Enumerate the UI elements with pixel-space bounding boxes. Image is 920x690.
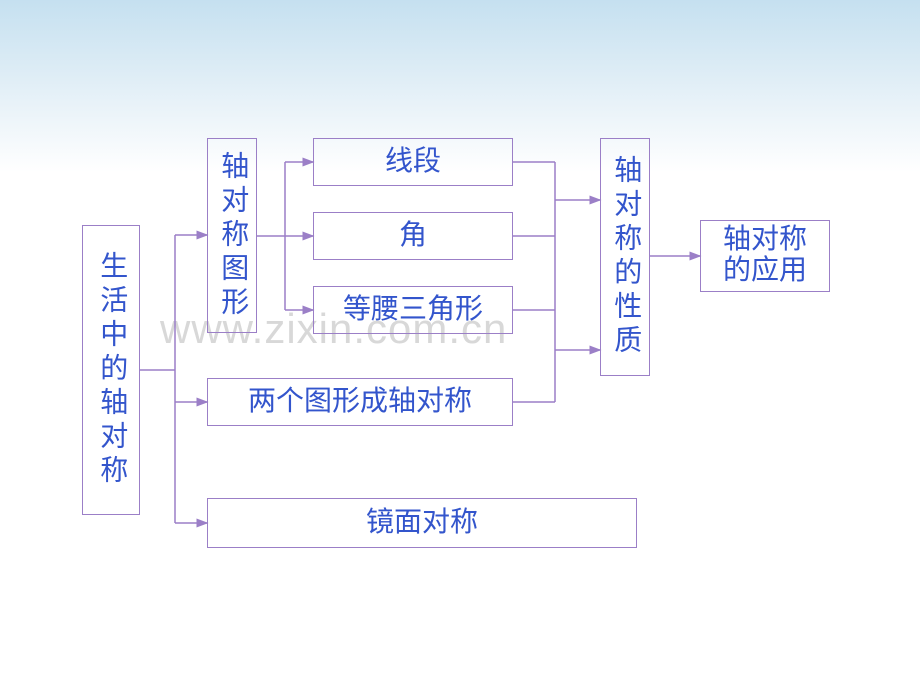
diagram-container: 生活中的轴对称 轴对称图形 线段 角 等腰三角形 两个图形成轴对称 镜面对称 轴…: [0, 0, 920, 690]
node-isosceles-label: 等腰三角形: [343, 292, 483, 328]
node-application-label: 轴对称的应用: [723, 225, 807, 287]
node-two-shapes: 两个图形成轴对称: [207, 378, 513, 426]
node-properties: 轴对称的性质: [600, 138, 650, 376]
node-shape-group-label: 轴对称图形: [214, 151, 250, 321]
node-properties-label: 轴对称的性质: [607, 155, 643, 359]
node-mirror: 镜面对称: [207, 498, 637, 548]
node-root: 生活中的轴对称: [82, 225, 140, 515]
node-isosceles: 等腰三角形: [313, 286, 513, 334]
node-line-segment-label: 线段: [385, 144, 441, 180]
node-angle-label: 角: [399, 218, 427, 254]
node-two-shapes-label: 两个图形成轴对称: [248, 384, 472, 420]
node-angle: 角: [313, 212, 513, 260]
node-mirror-label: 镜面对称: [366, 505, 478, 541]
node-application: 轴对称的应用: [700, 220, 830, 292]
node-root-label: 生活中的轴对称: [93, 251, 129, 489]
node-shape-group: 轴对称图形: [207, 138, 257, 333]
node-line-segment: 线段: [313, 138, 513, 186]
